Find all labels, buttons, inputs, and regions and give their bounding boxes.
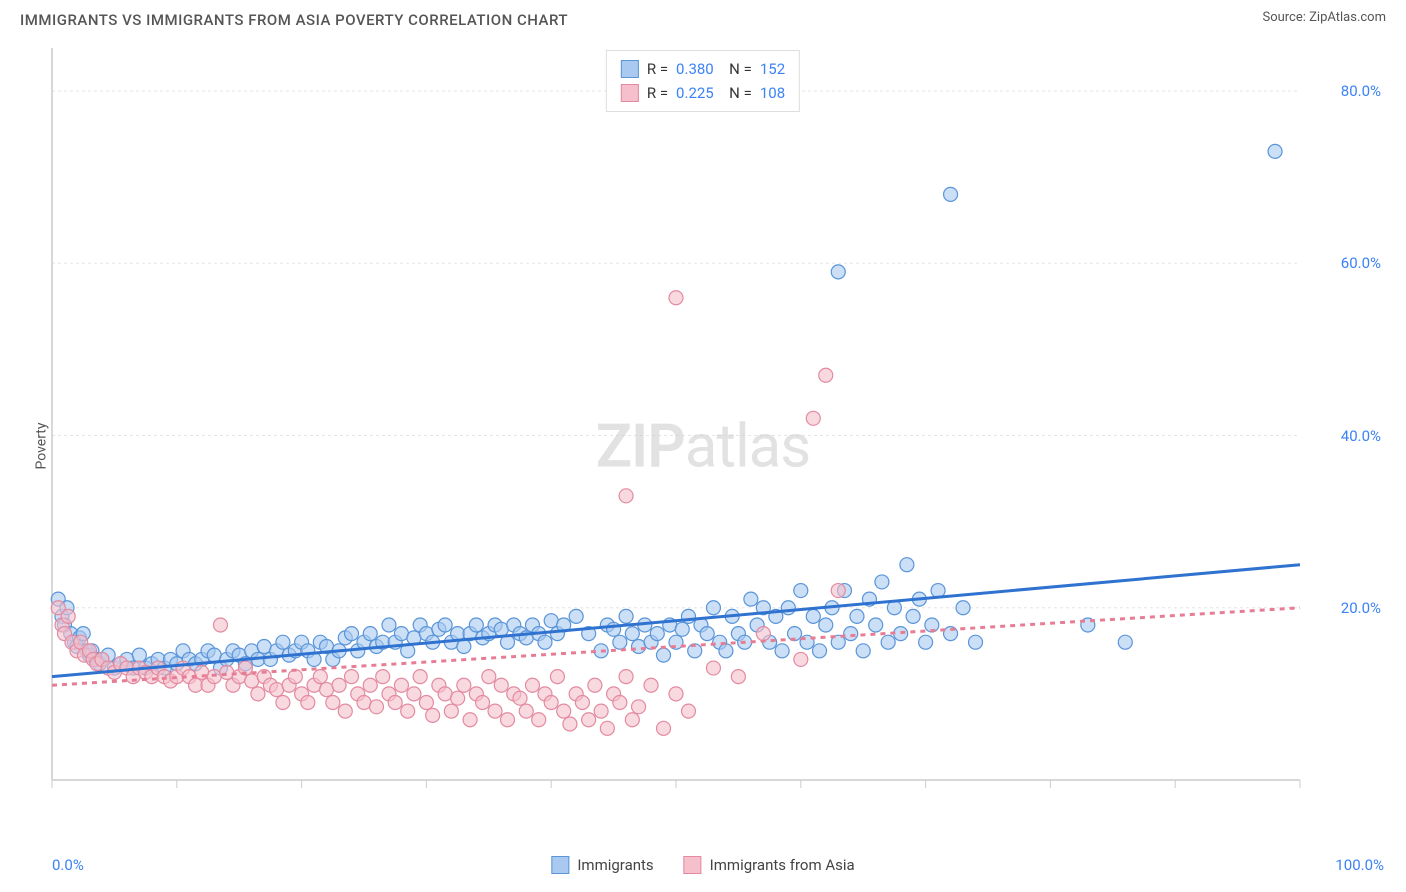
legend-n-value: 152 bbox=[760, 57, 785, 81]
legend-stat-row: R = 0.380 N = 152 bbox=[621, 57, 785, 81]
legend-swatch bbox=[684, 856, 702, 874]
y-axis-label: Poverty bbox=[34, 422, 50, 469]
legend-swatch bbox=[621, 84, 639, 102]
legend-n-label: N = bbox=[722, 81, 752, 105]
legend-series-label: Immigrants from Asia bbox=[710, 856, 855, 874]
legend-n-label: N = bbox=[722, 57, 752, 81]
legend-r-value: 0.380 bbox=[676, 57, 714, 81]
y-tick-label: 20.0% bbox=[1341, 599, 1381, 617]
legend-r-value: 0.225 bbox=[676, 81, 714, 105]
y-tick-label: 40.0% bbox=[1341, 427, 1381, 445]
scatter-chart-svg bbox=[50, 40, 1370, 800]
source-attribution: Source: ZipAtlas.com bbox=[1262, 10, 1386, 25]
y-tick-label: 60.0% bbox=[1341, 254, 1381, 272]
legend-swatch bbox=[551, 856, 569, 874]
chart-title: IMMIGRANTS VS IMMIGRANTS FROM ASIA POVER… bbox=[20, 11, 568, 29]
legend-stat-row: R = 0.225 N = 108 bbox=[621, 81, 785, 105]
x-axis-min-label: 0.0% bbox=[52, 856, 84, 874]
chart-area bbox=[50, 40, 1386, 842]
legend-r-label: R = bbox=[647, 57, 668, 81]
x-axis-max-label: 100.0% bbox=[1335, 856, 1384, 874]
legend-n-value: 108 bbox=[760, 81, 785, 105]
legend-series-label: Immigrants bbox=[577, 856, 653, 874]
legend-series: Immigrants Immigrants from Asia bbox=[551, 856, 854, 874]
legend-correlation-stats: R = 0.380 N = 152R = 0.225 N = 108 bbox=[606, 50, 800, 112]
legend-series-item: Immigrants bbox=[551, 856, 653, 874]
y-tick-label: 80.0% bbox=[1341, 82, 1381, 100]
legend-series-item: Immigrants from Asia bbox=[684, 856, 855, 874]
legend-swatch bbox=[621, 60, 639, 78]
legend-r-label: R = bbox=[647, 81, 668, 105]
